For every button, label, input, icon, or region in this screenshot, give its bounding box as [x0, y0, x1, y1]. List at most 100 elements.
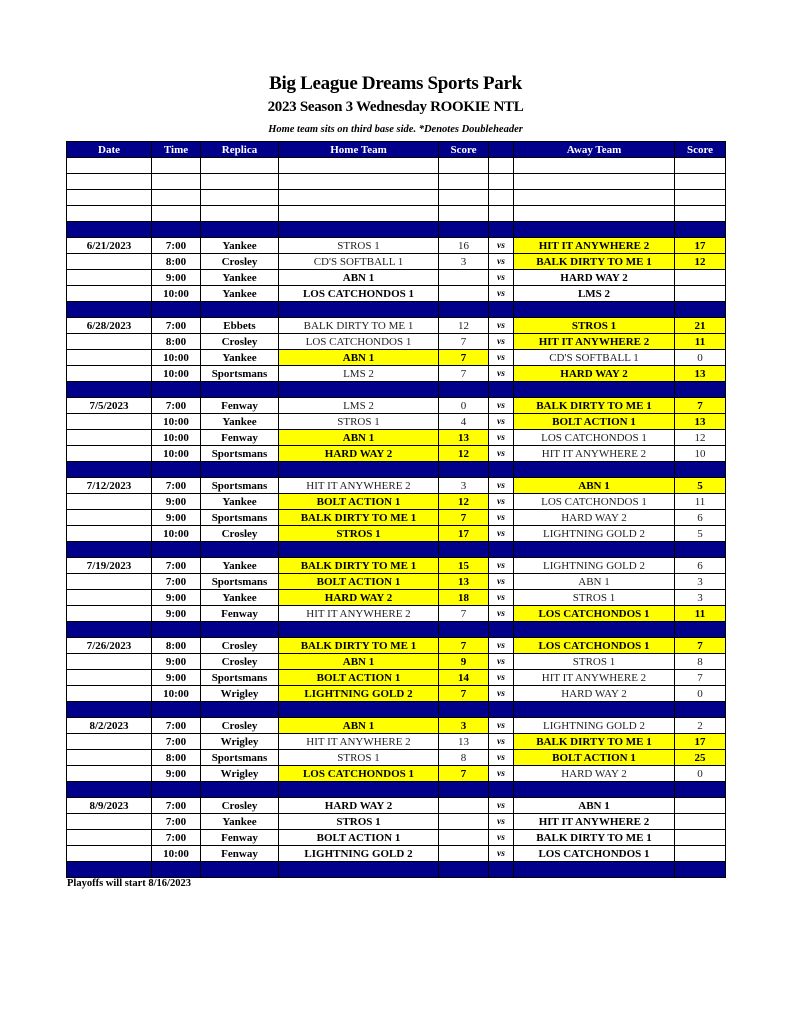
- empty-cell: [438, 861, 489, 878]
- away-score: 10: [674, 445, 726, 462]
- home-team: ABN 1: [278, 653, 439, 670]
- empty-cell: [200, 157, 279, 174]
- vs-label: vs: [488, 253, 514, 270]
- home-score: 3: [438, 477, 489, 494]
- away-score: 8: [674, 653, 726, 670]
- home-team: ABN 1: [278, 429, 439, 446]
- home-score: 7: [438, 349, 489, 366]
- empty-cell: [513, 221, 675, 238]
- empty-cell: [200, 861, 279, 878]
- empty-cell: [513, 701, 675, 718]
- empty-cell: [513, 621, 675, 638]
- away-team: STROS 1: [513, 589, 675, 606]
- game-date: [66, 253, 152, 270]
- empty-cell: [278, 621, 439, 638]
- game-row: 10:00 Wrigley LIGHTNING GOLD 2 7 vs HARD WAY …: [66, 685, 726, 702]
- home-score: 3: [438, 717, 489, 734]
- away-team: HARD WAY 2: [513, 269, 675, 286]
- home-score: [438, 845, 489, 862]
- away-team: LIGHTNING GOLD 2: [513, 557, 675, 574]
- empty-cell: [151, 781, 201, 798]
- vs-label: vs: [488, 557, 514, 574]
- vs-label: vs: [488, 653, 514, 670]
- away-team: HIT IT ANYWHERE 2: [513, 237, 675, 254]
- home-score: 0: [438, 397, 489, 414]
- away-score: 7: [674, 397, 726, 414]
- home-score: 13: [438, 573, 489, 590]
- game-field: Crosley: [200, 525, 279, 542]
- away-score: 0: [674, 685, 726, 702]
- home-team: BOLT ACTION 1: [278, 573, 439, 590]
- home-team: ABN 1: [278, 349, 439, 366]
- game-field: Yankee: [200, 285, 279, 302]
- home-team: HARD WAY 2: [278, 445, 439, 462]
- empty-cell: [66, 301, 152, 318]
- away-score: 25: [674, 749, 726, 766]
- away-team: LOS CATCHONDOS 1: [513, 429, 675, 446]
- game-time: 7:00: [151, 733, 201, 750]
- home-score: 8: [438, 749, 489, 766]
- empty-cell: [438, 221, 489, 238]
- home-team: HIT IT ANYWHERE 2: [278, 605, 439, 622]
- empty-cell: [513, 861, 675, 878]
- away-team: HARD WAY 2: [513, 685, 675, 702]
- home-team: LMS 2: [278, 365, 439, 382]
- vs-label: vs: [488, 637, 514, 654]
- empty-cell: [200, 301, 279, 318]
- blank-row: [66, 157, 726, 174]
- game-row: 8/9/2023 7:00 Crosley HARD WAY 2 vs ABN 1: [66, 797, 726, 814]
- game-date: [66, 365, 152, 382]
- empty-cell: [278, 221, 439, 238]
- home-team: BALK DIRTY TO ME 1: [278, 317, 439, 334]
- header-row: Date Time Replica Home Team Score Away T…: [66, 141, 726, 158]
- game-time: 7:00: [151, 829, 201, 846]
- away-team: BALK DIRTY TO ME 1: [513, 253, 675, 270]
- game-date: 8/2/2023: [66, 717, 152, 734]
- away-team: HIT IT ANYWHERE 2: [513, 669, 675, 686]
- home-score: 17: [438, 525, 489, 542]
- vs-label: vs: [488, 493, 514, 510]
- home-score: 7: [438, 605, 489, 622]
- vs-label: vs: [488, 333, 514, 350]
- game-time: 9:00: [151, 669, 201, 686]
- week-separator: [66, 301, 726, 318]
- away-score: 11: [674, 605, 726, 622]
- away-score: 6: [674, 557, 726, 574]
- game-row: 9:00 Wrigley LOS CATCHONDOS 1 7 vs HARD WAY 2…: [66, 765, 726, 782]
- empty-cell: [674, 461, 726, 478]
- empty-cell: [674, 541, 726, 558]
- empty-cell: [674, 381, 726, 398]
- away-team: LOS CATCHONDOS 1: [513, 605, 675, 622]
- vs-label: vs: [488, 269, 514, 286]
- vs-label: vs: [488, 365, 514, 382]
- away-score: 21: [674, 317, 726, 334]
- home-score: 13: [438, 429, 489, 446]
- home-score: 9: [438, 653, 489, 670]
- blank-row: [66, 189, 726, 206]
- away-score: 17: [674, 237, 726, 254]
- away-score: 13: [674, 365, 726, 382]
- game-date: [66, 589, 152, 606]
- empty-cell: [513, 461, 675, 478]
- game-date: [66, 573, 152, 590]
- empty-cell: [438, 381, 489, 398]
- home-team: STROS 1: [278, 237, 439, 254]
- game-row: 6/28/2023 7:00 Ebbets BALK DIRTY TO ME 1 12 v…: [66, 317, 726, 334]
- away-score: 0: [674, 765, 726, 782]
- game-date: [66, 349, 152, 366]
- game-field: Sportsmans: [200, 445, 279, 462]
- game-time: 10:00: [151, 685, 201, 702]
- away-score: [674, 269, 726, 286]
- home-team: CD'S SOFTBALL 1: [278, 253, 439, 270]
- home-team: HARD WAY 2: [278, 589, 439, 606]
- game-time: 10:00: [151, 429, 201, 446]
- game-field: Wrigley: [200, 765, 279, 782]
- game-row: 7:00 Wrigley HIT IT ANYWHERE 2 13 vs BALK DIR…: [66, 733, 726, 750]
- week-separator: [66, 381, 726, 398]
- empty-cell: [674, 301, 726, 318]
- home-score: 12: [438, 445, 489, 462]
- vs-label: vs: [488, 717, 514, 734]
- empty-cell: [488, 701, 514, 718]
